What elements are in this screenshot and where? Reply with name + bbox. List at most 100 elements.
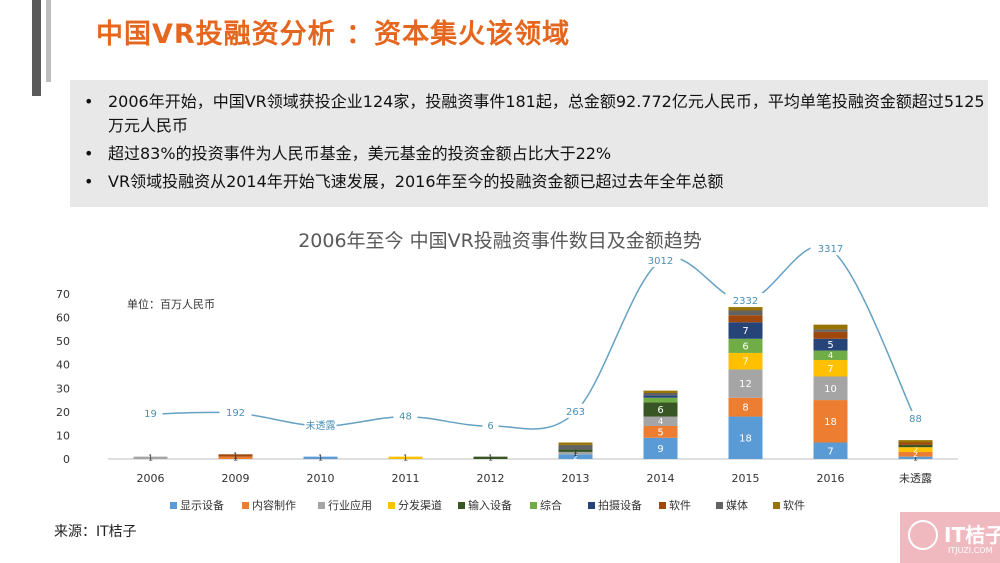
bar-segment [558, 454, 593, 459]
event-count-label: 88 [909, 414, 922, 425]
bar-data-label: 4 [658, 417, 663, 426]
bar-segment [728, 416, 763, 459]
y-tick-label: 30 [56, 382, 70, 395]
bar-data-label: 1 [913, 454, 918, 463]
y-tick-label: 40 [56, 359, 70, 372]
logo-sub: ITJUZI.COM [948, 546, 993, 555]
bar-data-label: 7 [827, 364, 833, 375]
chart-title: 2006年至今 中国VR投融资事件数目及金额趋势 [298, 230, 702, 252]
x-tick-label: 2010 [307, 472, 335, 485]
event-label-bg [482, 418, 499, 432]
y-tick-label: 20 [56, 406, 70, 419]
bar-data-label: 10 [824, 384, 837, 395]
bar-data-label: 7 [827, 446, 833, 457]
event-label-bg [219, 405, 252, 420]
legend-label: 行业应用 [328, 498, 372, 512]
x-tick-label: 2006 [137, 472, 165, 485]
legend-swatch [716, 502, 723, 509]
bar-segment [473, 456, 508, 459]
legend-swatch [170, 502, 177, 509]
bar-data-label: 1 [148, 454, 153, 463]
legend-swatch [318, 502, 325, 509]
bar-segment [813, 442, 848, 459]
bar-segment [728, 369, 763, 398]
event-count-label: 3317 [818, 244, 843, 255]
event-count-label: 19 [144, 409, 157, 420]
bar-segment [643, 426, 678, 438]
x-tick-label: 2015 [732, 472, 760, 485]
event-count-label: 3012 [648, 256, 673, 267]
bar-segment [728, 397, 763, 417]
bar-segment [813, 331, 848, 339]
bullet-item: VR领域投融资从2014年开始飞速发展，2016年至今的投融资金额已超过去年全年… [84, 170, 988, 194]
bar-data-label: 7 [742, 357, 748, 368]
legend-label: 内容制作 [252, 498, 296, 512]
event-count-label: 未透露 [306, 420, 336, 432]
legend-label: 综合 [540, 498, 562, 512]
bar-segment [898, 451, 933, 457]
bar-segment [898, 456, 933, 459]
bar-segment [133, 456, 168, 459]
legend-label: 软件 [783, 498, 805, 512]
page-title: 中国VR投融资分析 ：资本集火该领域 [96, 19, 571, 50]
unit-label: 单位：百万人民币 [127, 298, 215, 311]
bar-segment [813, 324, 848, 330]
bar-segment [558, 451, 593, 455]
bar-data-label: 8 [742, 403, 748, 414]
legend-label: 拍摄设备 [598, 498, 642, 512]
x-tick-label: 2009 [222, 472, 250, 485]
x-tick-label: 2014 [647, 472, 675, 485]
bar-segment [558, 449, 593, 452]
legend-swatch [388, 502, 395, 509]
bar-data-label: 7 [742, 326, 748, 337]
bar-data-label: 6 [657, 405, 663, 416]
bar-segment [643, 402, 678, 417]
bar-segment [643, 393, 678, 396]
bar-data-label: 18 [824, 417, 837, 428]
legend-swatch [242, 502, 249, 509]
bar-segment [728, 305, 763, 311]
bar-data-label: 1 [318, 454, 323, 463]
bar-segment [728, 315, 763, 323]
bar-segment [813, 400, 848, 443]
legend-label: 软件 [669, 498, 691, 512]
bar-segment [813, 329, 848, 332]
legend-swatch [530, 502, 537, 509]
bar-data-label: 1 [233, 451, 238, 460]
y-tick-label: 50 [56, 335, 70, 348]
bar-segment [898, 440, 933, 443]
bar-data-label: 12 [739, 379, 752, 390]
bar-segment [643, 397, 678, 403]
logo-text: IT桔子 [944, 523, 1000, 547]
legend-swatch [659, 502, 666, 509]
event-count-label: 192 [226, 408, 245, 419]
legend-label: 媒体 [726, 498, 748, 512]
decor-bar [32, 0, 41, 96]
bar-data-label: 1 [403, 454, 408, 463]
bar-segment [898, 447, 933, 452]
x-tick-label: 2016 [817, 472, 845, 485]
event-label-bg [640, 253, 681, 267]
event-label-bg [903, 410, 928, 425]
bar-segment [813, 360, 848, 377]
bar-segment [558, 442, 593, 445]
y-tick-label: 60 [56, 312, 70, 325]
y-tick-label: 10 [56, 429, 70, 442]
bar-segment [388, 456, 423, 459]
bar-data-label: 5 [657, 427, 663, 438]
bar-segment [813, 376, 848, 401]
event-label-bg [810, 241, 851, 256]
event-label-bg [393, 408, 418, 423]
bar-data-label: 2 [913, 450, 918, 459]
bar-segment [218, 454, 253, 457]
y-tick-label: 0 [63, 453, 70, 466]
bullet-item: 超过83%的投资事件为人民币基金，美元基金的投资金额占比大于22% [84, 142, 988, 166]
legend-label: 输入设备 [468, 498, 512, 512]
bar-segment [218, 456, 253, 459]
bar-data-label: 2 [573, 452, 578, 461]
bar-segment [303, 456, 338, 459]
x-tick-label: 2013 [562, 472, 590, 485]
x-tick-label: 2012 [477, 472, 505, 485]
source-note: 来源：IT桔子 [54, 524, 137, 540]
